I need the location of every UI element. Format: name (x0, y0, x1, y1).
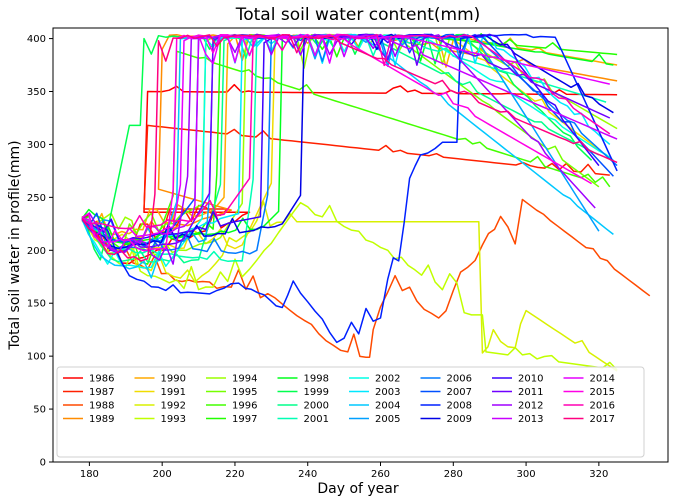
chart-title: Total soil water content(mm) (235, 5, 481, 25)
legend-label: 2011 (518, 387, 543, 398)
x-tick-label: 320 (589, 469, 608, 480)
series-line-1987 (81, 124, 610, 249)
legend-label: 2008 (447, 401, 472, 412)
legend-label: 2006 (447, 374, 472, 385)
series-line-2008 (81, 33, 618, 344)
x-tick-label: 240 (298, 469, 317, 480)
y-axis: 0 50 100 150 200 250 300 350 400 (27, 34, 53, 469)
legend-label: 1995 (232, 387, 257, 398)
legend-label: 2010 (518, 374, 543, 385)
y-tick-label: 300 (27, 140, 46, 151)
legend-label: 1997 (232, 414, 257, 425)
legend-label: 1996 (232, 401, 257, 412)
legend-label: 1999 (304, 387, 329, 398)
x-axis-label: Day of year (317, 481, 399, 497)
series-line-2003 (81, 33, 611, 252)
plot-lines (81, 33, 651, 372)
y-tick-label: 0 (40, 458, 46, 469)
series-line-1996 (81, 50, 611, 265)
y-tick-label: 400 (27, 34, 46, 45)
legend-label: 2017 (590, 414, 615, 425)
legend-label: 1989 (89, 414, 114, 425)
x-tick-label: 220 (225, 469, 244, 480)
legend-label: 2015 (590, 387, 615, 398)
x-tick-label: 300 (517, 469, 536, 480)
y-tick-label: 150 (27, 299, 46, 310)
x-tick-label: 180 (80, 469, 99, 480)
legend-label: 1986 (89, 374, 114, 385)
legend-label: 2016 (590, 401, 615, 412)
y-tick-label: 200 (27, 246, 46, 257)
legend-label: 1988 (89, 401, 114, 412)
x-tick-label: 260 (371, 469, 390, 480)
y-tick-label: 50 (33, 405, 46, 416)
legend-label: 2007 (447, 387, 472, 398)
legend-label: 2000 (304, 401, 329, 412)
legend-label: 2004 (375, 401, 400, 412)
legend-label: 1994 (232, 374, 257, 385)
legend: 1986 1987 1988 1989 1990 1991 1992 1993 1994 1995… (56, 366, 645, 458)
legend-label: 1993 (161, 414, 186, 425)
y-tick-label: 250 (27, 193, 46, 204)
legend-label: 2014 (590, 374, 615, 385)
legend-label: 1992 (161, 401, 186, 412)
legend-label: 2002 (375, 374, 400, 385)
legend-box (56, 366, 645, 458)
plot-frame (52, 27, 669, 463)
y-tick-label: 350 (27, 87, 46, 98)
legend-label: 2012 (518, 401, 543, 412)
legend-label: 1998 (304, 374, 329, 385)
legend-label: 1987 (89, 387, 114, 398)
x-tick-label: 200 (153, 469, 172, 480)
x-tick-label: 280 (444, 469, 463, 480)
legend-label: 2009 (447, 414, 472, 425)
legend-label: 2003 (375, 387, 400, 398)
x-axis: 180 200 220 240 260 280 300 320 (80, 462, 608, 480)
legend-label: 1991 (161, 387, 186, 398)
y-tick-label: 100 (27, 352, 46, 363)
series-line-2017 (81, 34, 618, 262)
y-axis-label: Total soil water in profile(mm) (7, 140, 23, 350)
legend-label: 2013 (518, 414, 543, 425)
series-line-2016 (81, 33, 611, 230)
legend-label: 2005 (375, 414, 400, 425)
legend-label: 2001 (304, 414, 329, 425)
legend-label: 1990 (161, 374, 186, 385)
series-line-1993 (81, 201, 618, 371)
